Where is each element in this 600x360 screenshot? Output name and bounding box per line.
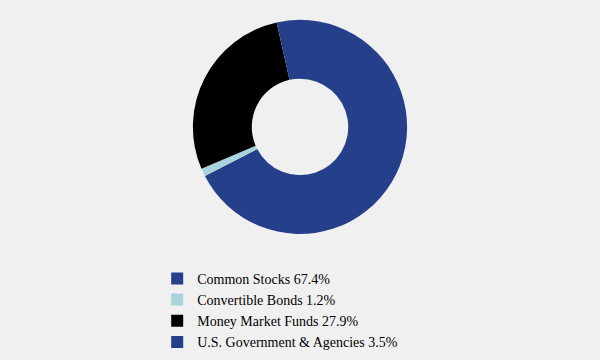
svg-text:Convertible Bonds 1.2%: Convertible Bonds 1.2% — [197, 293, 335, 308]
svg-text:Common Stocks 67.4%: Common Stocks 67.4% — [197, 272, 330, 287]
svg-text:U.S. Government & Agencies 3.5: U.S. Government & Agencies 3.5% — [197, 335, 398, 350]
svg-text:Money Market Funds 27.9%: Money Market Funds 27.9% — [197, 314, 358, 329]
